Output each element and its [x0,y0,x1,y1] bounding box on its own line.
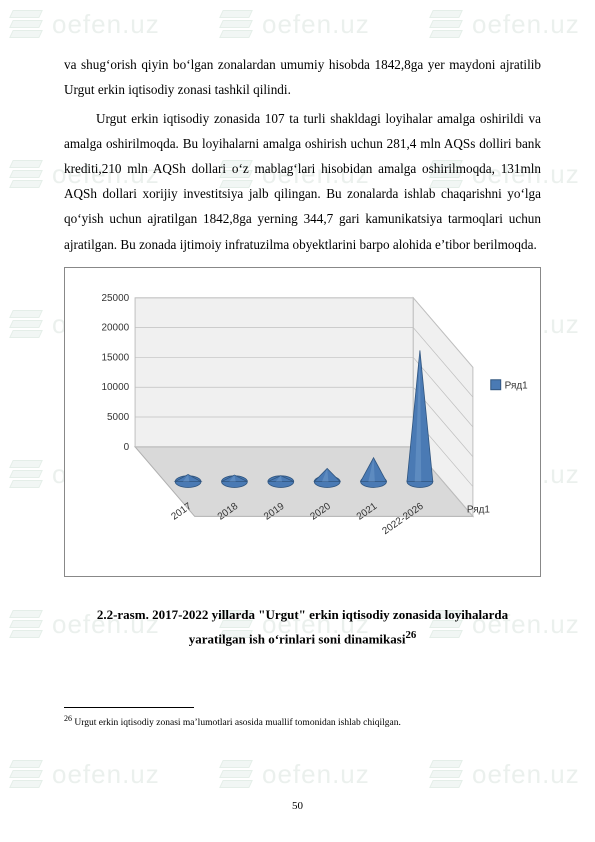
svg-text:10000: 10000 [102,382,130,393]
caption-sup: 26 [405,629,416,641]
caption-line-1: 2.2-rasm. 2017-2022 yillarda "Urgut" erk… [97,607,508,622]
svg-text:25000: 25000 [102,292,130,303]
paragraph-1: va shugʻorish qiyin boʻlgan zonalardan u… [64,52,541,102]
watermark-icon [8,306,44,342]
watermark-icon [8,156,44,192]
watermark-text: oefen.uz [472,759,580,790]
watermark: oefen.uz [428,756,580,792]
watermark-text: oefen.uz [52,9,160,40]
svg-text:Ряд1: Ряд1 [505,380,528,391]
watermark-icon [428,756,464,792]
page-number: 50 [0,800,595,812]
watermark: oefen.uz [428,6,580,42]
watermark-icon [8,456,44,492]
svg-text:Ряд1: Ряд1 [467,504,490,515]
watermark-text: oefen.uz [472,9,580,40]
watermark-text: oefen.uz [262,9,370,40]
caption-line-2: yaratilgan ish oʻrinlari soni dinamikasi [189,631,406,646]
bar-chart-3d: 0500010000150002000025000201720182019202… [65,268,540,576]
figure-caption: 2.2-rasm. 2017-2022 yillarda "Urgut" erk… [64,603,541,651]
footnote-num: 26 [64,714,72,723]
svg-text:20000: 20000 [102,322,130,333]
svg-text:0: 0 [124,441,130,452]
watermark-icon [218,756,254,792]
watermark: oefen.uz [8,6,160,42]
watermark-icon [8,606,44,642]
watermark-icon [218,6,254,42]
footnote-text: Urgut erkin iqtisodiy zonasi maʼlumotlar… [72,718,401,728]
watermark: oefen.uz [218,756,370,792]
watermark: oefen.uz [218,6,370,42]
watermark: oefen.uz [8,756,160,792]
page-content: va shugʻorish qiyin boʻlgan zonalardan u… [64,52,541,732]
svg-text:15000: 15000 [102,352,130,363]
watermark-text: oefen.uz [262,759,370,790]
footnote: 26 Urgut erkin iqtisodiy zonasi maʼlumot… [64,711,541,732]
watermark-icon [8,756,44,792]
chart-container: 0500010000150002000025000201720182019202… [64,267,541,577]
paragraph-2: Urgut erkin iqtisodiy zonasida 107 ta tu… [64,106,541,256]
watermark-icon [8,6,44,42]
watermark-icon [428,6,464,42]
svg-text:5000: 5000 [107,412,130,423]
footnote-rule [64,707,194,708]
watermark-text: oefen.uz [52,759,160,790]
